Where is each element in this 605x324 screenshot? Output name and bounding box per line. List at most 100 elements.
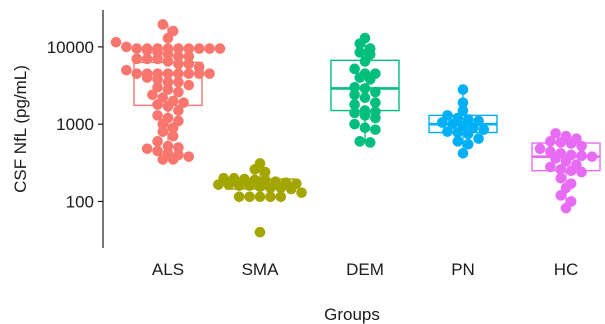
data-point [442,126,453,137]
data-point [349,118,360,130]
data-point [183,51,195,62]
series-sma [213,158,307,238]
data-point [244,191,255,203]
data-point [457,84,469,95]
data-point [204,43,215,54]
y-tick-label: 100 [66,192,94,211]
data-point [121,41,132,53]
data-point [183,58,195,70]
data-point [249,164,261,175]
data-point [183,43,195,54]
box [133,61,203,107]
data-point [354,72,366,83]
data-point [275,191,287,203]
data-point [141,143,153,155]
data-point [555,172,567,184]
data-point [359,110,371,121]
data-point [349,63,360,75]
data-point [370,97,381,108]
plot-area [110,19,601,238]
data-point [162,101,174,112]
data-point [349,89,360,101]
data-point [349,107,360,119]
data-point [254,226,266,238]
data-point [110,36,122,48]
data-point [473,133,484,144]
data-point [162,84,174,95]
data-point [173,105,184,116]
data-point [141,72,153,83]
series-pn [428,84,498,159]
y-tick-label: 10000 [47,38,94,57]
data-point [462,128,474,140]
data-point [478,124,490,135]
data-point [457,105,469,116]
data-point [354,38,366,49]
data-point [359,56,371,67]
x-tick-label: DEM [346,260,384,279]
y-axis-label: CSF NfL (pg/mL) [11,65,30,193]
data-point [457,147,469,159]
y-tick-label: 1000 [56,115,94,134]
data-point [152,110,163,121]
data-point [152,99,163,110]
data-point [152,53,163,65]
data-point [193,43,205,54]
data-point [545,136,556,147]
data-point [213,179,224,190]
data-point [354,136,366,147]
data-point [254,191,266,203]
x-axis-ticks: ALS SMA DEM PN HC [152,260,578,279]
data-point [152,145,163,157]
data-point [167,130,179,142]
x-axis-label: Groups [324,305,380,324]
x-tick-label: SMA [242,260,280,279]
data-point [131,53,143,65]
x-tick-label: ALS [152,260,184,279]
data-point [265,191,276,203]
data-point [152,81,163,93]
data-point [183,151,195,162]
data-point [173,51,184,62]
box [330,59,400,112]
data-point [173,58,184,70]
data-point [162,32,174,44]
data-point [183,79,195,91]
data-point [162,56,174,67]
data-point [157,126,169,137]
data-point [157,154,169,165]
y-axis-ticks: 100 1000 10000 [47,38,103,211]
data-point [436,117,448,128]
data-point [452,136,464,147]
data-point [173,76,184,88]
data-point [296,187,307,198]
data-point [259,166,271,178]
data-point [162,76,174,88]
data-point [349,99,360,110]
data-point [141,53,153,65]
data-point [534,143,546,155]
data-point [157,19,169,30]
data-point [457,97,469,108]
data-point [141,45,153,56]
data-point [167,122,179,134]
x-tick-label: PN [451,260,475,279]
data-point [167,154,179,165]
data-point [560,182,572,194]
data-point [576,166,587,178]
data-point [555,190,567,201]
data-point [370,124,381,135]
series-als [110,19,226,165]
x-tick-label: HC [554,260,579,279]
data-point [462,138,474,150]
series-dem [330,32,400,148]
data-point [157,118,169,130]
data-point [131,43,143,54]
data-point [550,128,561,139]
data-point [173,142,184,153]
data-point [121,64,132,76]
data-point [555,164,567,175]
data-point [254,181,266,193]
data-point [359,122,371,134]
